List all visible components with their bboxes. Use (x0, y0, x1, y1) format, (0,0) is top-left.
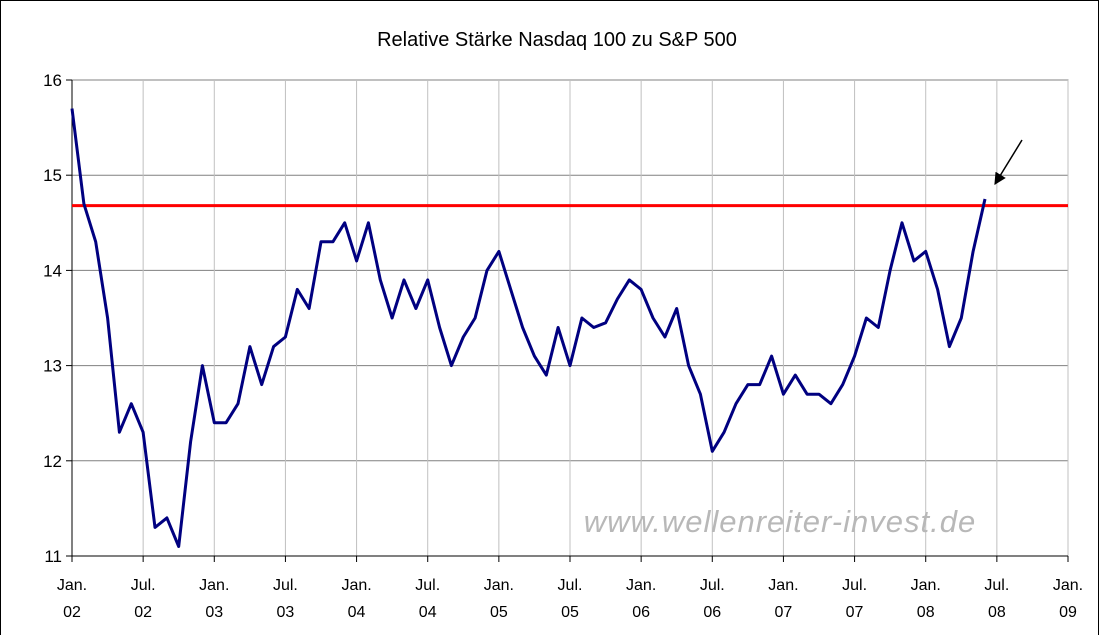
x-tick-label: Jan. 04 (341, 577, 372, 621)
x-tick-label: Jan. 06 (626, 577, 657, 621)
y-tick-label: 15 (43, 166, 62, 185)
x-tick-label: Jul. 08 (984, 577, 1010, 621)
x-tick-label: Jan. 03 (199, 577, 230, 621)
x-tick-label: Jul. 03 (272, 577, 298, 621)
x-tick-label: Jul. 04 (415, 577, 441, 621)
y-tick-label: 14 (43, 261, 62, 280)
x-tick-label: Jan. 09 (1052, 577, 1084, 621)
data-line (70, 108, 987, 548)
y-tick-label: 11 (44, 547, 62, 566)
x-tick-label: Jan. 02 (56, 577, 88, 621)
annotation-arrow (994, 139, 1023, 186)
watermark: www.wellenreiter-invest.de (584, 504, 976, 539)
x-tick-label: Jul. 02 (130, 577, 156, 621)
y-tick-label: 16 (43, 71, 62, 90)
x-tick-label: Jul. 05 (557, 577, 583, 621)
x-tick-label: Jul. 06 (699, 577, 725, 621)
chart-title: Relative Stärke Nasdaq 100 zu S&P 500 (377, 29, 737, 51)
x-tick-label: Jul. 07 (842, 577, 868, 621)
x-tick-label: Jan. 05 (483, 577, 514, 621)
x-tick-label: Jan. 08 (910, 577, 941, 621)
y-tick-label: 13 (43, 357, 62, 376)
y-tick-label: 12 (43, 452, 62, 471)
x-tick-label: Jan. 07 (768, 577, 799, 621)
